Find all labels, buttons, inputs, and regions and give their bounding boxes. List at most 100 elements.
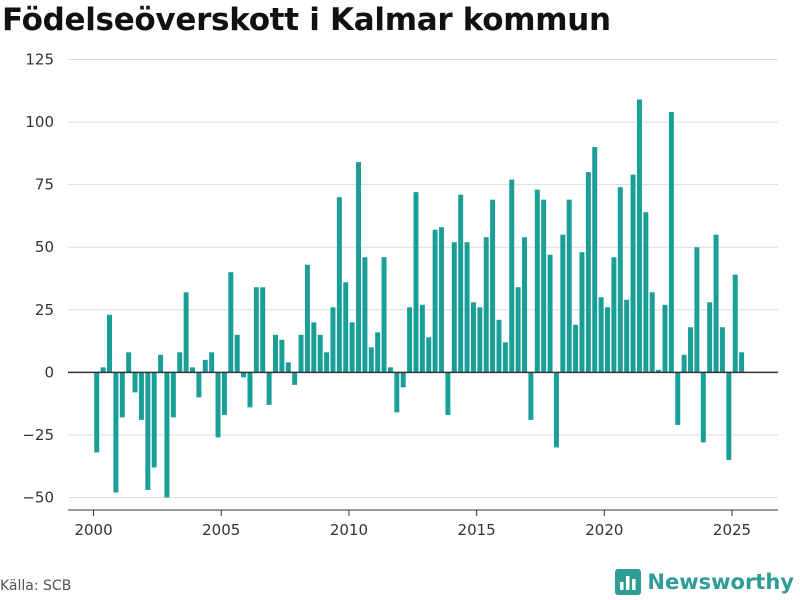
- bar: [394, 372, 400, 413]
- bar: [356, 162, 361, 373]
- bar: [419, 304, 425, 373]
- bar: [164, 372, 170, 498]
- x-tick-label: 2010: [330, 521, 368, 539]
- bar: [451, 242, 457, 373]
- y-axis-tick-labels: −50 −25 0 25 50 75 100 125: [22, 51, 54, 507]
- bar: [292, 372, 298, 385]
- bar: [145, 372, 151, 490]
- bar: [426, 337, 432, 373]
- bar: [707, 302, 713, 373]
- bar: [522, 237, 528, 373]
- bar: [566, 199, 572, 373]
- page-title: Födelseöverskott i Kalmar kommun: [2, 2, 611, 38]
- bar: [515, 287, 521, 373]
- y-tick-label: −50: [22, 488, 54, 506]
- bar: [694, 247, 700, 373]
- bar: [528, 372, 534, 420]
- bar: [311, 322, 317, 373]
- bar: [553, 372, 559, 448]
- bar: [611, 257, 617, 373]
- y-tick-label: 0: [44, 363, 54, 381]
- bar: [215, 372, 221, 438]
- y-tick-label: 125: [25, 51, 54, 69]
- bar: [534, 189, 540, 373]
- bar: [228, 272, 234, 373]
- bar: [170, 372, 176, 418]
- bar: [324, 352, 330, 373]
- bar: [541, 199, 547, 373]
- bar: [375, 332, 381, 373]
- bar: [477, 307, 483, 373]
- bar: [260, 287, 266, 373]
- bar: [636, 99, 642, 373]
- bar: [662, 304, 668, 373]
- bar: [458, 194, 464, 373]
- bar: [266, 372, 272, 405]
- bar: [470, 302, 476, 373]
- bar: [739, 352, 745, 373]
- bar: [624, 299, 630, 373]
- bar: [547, 254, 553, 373]
- bar: [407, 307, 413, 373]
- bar: [496, 319, 502, 373]
- bar: [221, 372, 227, 415]
- bar: [675, 372, 681, 425]
- bar: [643, 212, 649, 373]
- bar: [579, 252, 585, 373]
- bar: [713, 234, 719, 373]
- bar: [483, 237, 489, 373]
- bar: [119, 372, 125, 418]
- x-tick-label: 2000: [74, 521, 112, 539]
- brand-logo[interactable]: Newsworthy: [615, 569, 794, 595]
- bar: [560, 234, 566, 373]
- bar: [177, 352, 183, 373]
- bar: [617, 187, 623, 373]
- bar: [273, 334, 278, 373]
- bar: [158, 354, 164, 373]
- bar: [432, 229, 438, 373]
- bar: [668, 112, 674, 373]
- bar: [234, 334, 240, 373]
- bar: [317, 334, 323, 373]
- bar: [138, 372, 144, 420]
- bar: [304, 264, 310, 373]
- x-tick-label: 2005: [202, 521, 240, 539]
- y-tick-label: 50: [35, 238, 54, 256]
- y-tick-label: 100: [25, 113, 54, 131]
- bar: [202, 359, 208, 373]
- bar: [253, 287, 259, 373]
- bar: [387, 367, 393, 373]
- bar: [573, 324, 579, 373]
- axes: [68, 371, 778, 516]
- bar: [726, 372, 732, 460]
- bar: [183, 292, 189, 373]
- bar: [343, 282, 349, 373]
- bar: [190, 367, 195, 373]
- bar: [94, 372, 100, 453]
- bar: [362, 257, 368, 373]
- y-tick-label: −25: [22, 426, 54, 444]
- bar: [336, 197, 342, 373]
- bar: [100, 367, 106, 373]
- y-tick-label: 25: [35, 301, 54, 319]
- bar: [649, 292, 655, 373]
- bar: [688, 327, 694, 373]
- bar: [107, 314, 112, 373]
- bar: [700, 372, 706, 443]
- x-axis-tick-labels: 2000 2005 2010 2015 2020 2025: [74, 521, 751, 539]
- bar: [298, 334, 304, 373]
- bar-series: [94, 99, 745, 498]
- y-tick-label: 75: [35, 176, 54, 194]
- bar: [132, 372, 138, 393]
- bar: [196, 372, 202, 398]
- bar-chart-logo-icon: [615, 569, 642, 595]
- bar: [279, 339, 285, 373]
- bar: [445, 372, 451, 415]
- bar: [719, 327, 725, 373]
- bar: [349, 322, 355, 373]
- bar: [381, 257, 387, 373]
- bar: [681, 354, 687, 373]
- bar: [605, 307, 611, 373]
- bar: [656, 369, 662, 373]
